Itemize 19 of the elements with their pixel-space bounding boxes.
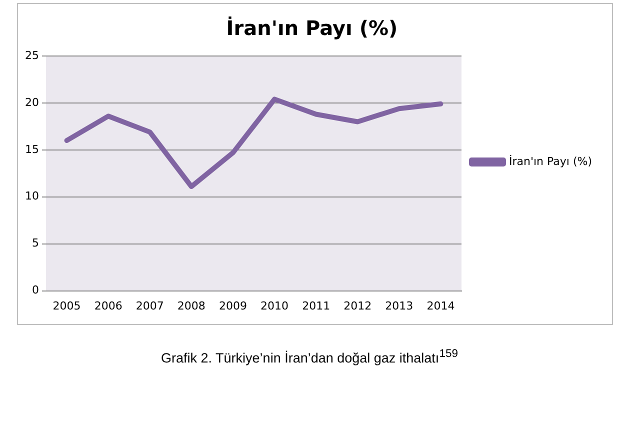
y-tick-label: 10 xyxy=(24,190,39,203)
y-tick-label: 5 xyxy=(32,236,39,250)
x-tick-label: 2010 xyxy=(260,299,289,312)
x-tick-label: 2009 xyxy=(218,299,247,312)
x-tick-label: 2006 xyxy=(94,299,122,312)
text: Grafik 2. Türkiye’nin İran’dan doğal gaz ithalatı$^{159}$ xyxy=(160,348,459,366)
chart-title: İran'ın Payı (%) xyxy=(226,16,398,40)
y-tick-label: 0 xyxy=(32,284,39,297)
x-tick-label: 2012 xyxy=(344,299,372,312)
x-tick-label: 2013 xyxy=(385,299,414,312)
x-tick-label: 2011 xyxy=(302,299,330,312)
x-tick-label: 2007 xyxy=(136,299,164,312)
x-tick-label: 2008 xyxy=(177,299,206,312)
x-tick-label: 2005 xyxy=(52,299,81,312)
y-tick-label: 25 xyxy=(24,48,39,62)
legend-label: İran'ın Payı (%) xyxy=(508,154,592,168)
y-tick-label: 20 xyxy=(24,96,39,109)
x-tick-label: 2014 xyxy=(426,299,455,312)
y-tick-label: 15 xyxy=(24,142,39,156)
